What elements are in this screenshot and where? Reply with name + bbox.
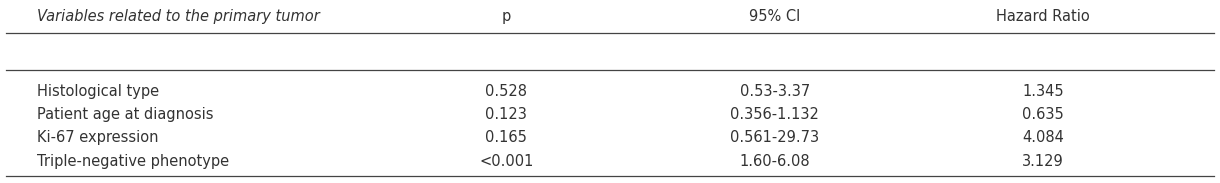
Text: 0.356-1.132: 0.356-1.132	[731, 107, 819, 122]
Text: Patient age at diagnosis: Patient age at diagnosis	[37, 107, 213, 122]
Text: 0.53-3.37: 0.53-3.37	[739, 84, 810, 99]
Text: 0.561-29.73: 0.561-29.73	[730, 130, 820, 145]
Text: 95% CI: 95% CI	[749, 9, 800, 24]
Text: 4.084: 4.084	[1022, 130, 1064, 145]
Text: <0.001: <0.001	[479, 154, 533, 169]
Text: p: p	[501, 9, 511, 24]
Text: Variables related to the primary tumor: Variables related to the primary tumor	[37, 9, 320, 24]
Text: 1.345: 1.345	[1022, 84, 1064, 99]
Text: Ki-67 expression: Ki-67 expression	[37, 130, 159, 145]
Text: 3.129: 3.129	[1022, 154, 1064, 169]
Text: 0.635: 0.635	[1022, 107, 1064, 122]
Text: Histological type: Histological type	[37, 84, 159, 99]
Text: 0.528: 0.528	[486, 84, 527, 99]
Text: Triple-negative phenotype: Triple-negative phenotype	[37, 154, 228, 169]
Text: 1.60-6.08: 1.60-6.08	[739, 154, 810, 169]
Text: Hazard Ratio: Hazard Ratio	[997, 9, 1089, 24]
Text: 0.123: 0.123	[486, 107, 527, 122]
Text: 0.165: 0.165	[486, 130, 527, 145]
